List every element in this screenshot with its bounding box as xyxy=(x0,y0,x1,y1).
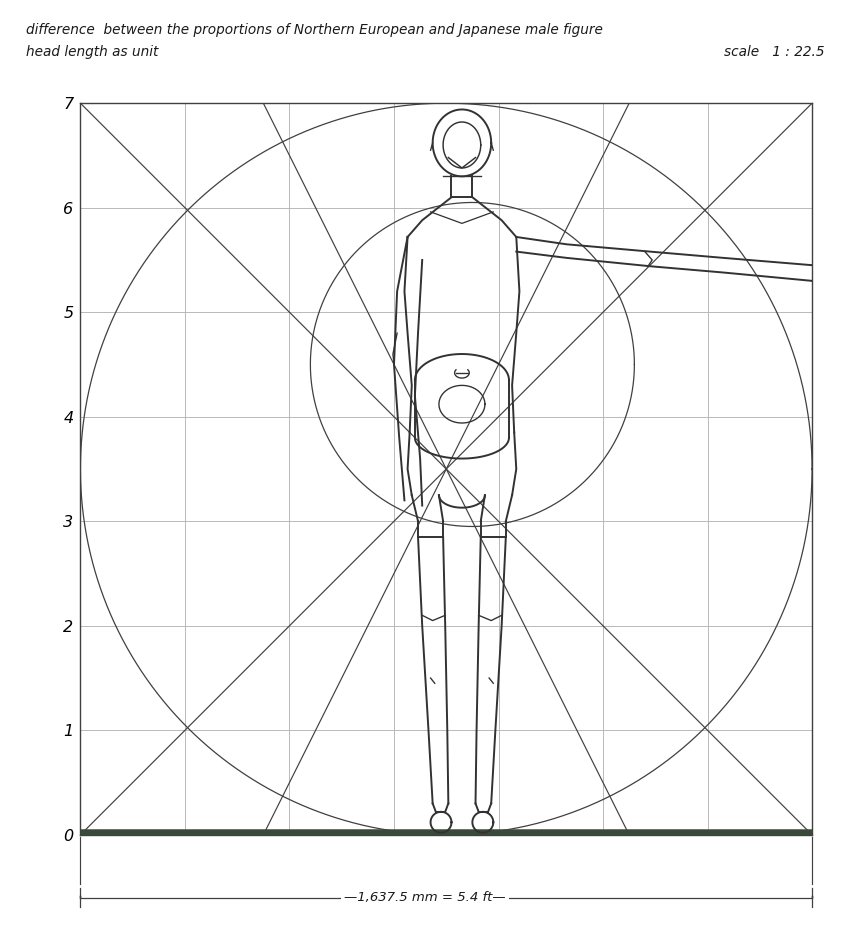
Text: scale   1 : 22.5: scale 1 : 22.5 xyxy=(724,45,824,59)
Text: difference  between the proportions of Northern European and Japanese male figur: difference between the proportions of No… xyxy=(26,23,603,38)
Text: —1,637.5 mm = 5.4 ft—: —1,637.5 mm = 5.4 ft— xyxy=(344,891,506,904)
Text: ◦: ◦ xyxy=(78,893,83,902)
Text: ◦: ◦ xyxy=(809,893,814,902)
Text: head length as unit: head length as unit xyxy=(26,45,158,59)
